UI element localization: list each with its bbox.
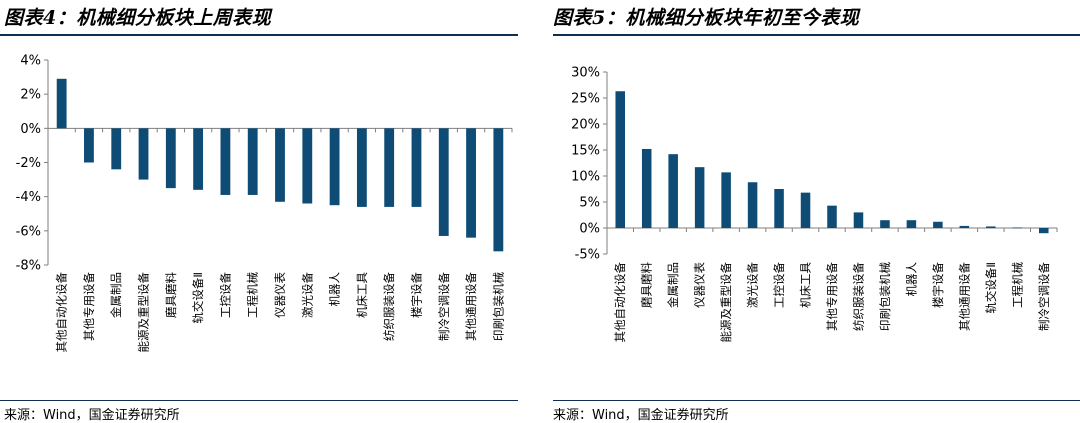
- left-bar: [138, 128, 149, 180]
- right-bar: [615, 91, 625, 228]
- left-bar: [329, 128, 340, 206]
- right-category-label: 纺织服装设备: [851, 262, 865, 331]
- right-y-tick-label: -5%: [575, 248, 600, 263]
- left-category-label: 其他通用设备: [464, 272, 478, 341]
- right-bar: [880, 220, 890, 228]
- right-source-note: 来源：Wind，国金证券研究所: [553, 408, 729, 423]
- left-category-label: 金属制品: [109, 272, 123, 318]
- right-bar: [668, 154, 678, 228]
- right-category-label: 印刷包装机械: [878, 262, 892, 331]
- right-category-label: 其他自动化设备: [613, 262, 627, 343]
- left-bar: [84, 128, 94, 163]
- left-bar: [247, 128, 258, 195]
- right-category-label: 其他专用设备: [825, 262, 839, 331]
- left-category-label: 轨交设备Ⅱ: [191, 272, 205, 324]
- left-source-note: 来源：Wind，国金证券研究所: [4, 408, 180, 423]
- left-category-label: 制冷空调设备: [437, 272, 451, 341]
- left-y-tick-label: 4%: [20, 54, 41, 69]
- right-category-label: 仪器仪表: [693, 262, 707, 308]
- left-bar: [302, 128, 313, 204]
- left-category-label: 能源及重型设备: [137, 272, 151, 353]
- right-bar: [694, 167, 705, 228]
- right-bar: [933, 221, 943, 228]
- left-category-label: 印刷包装机械: [491, 272, 505, 341]
- left-category-label: 其他自动化设备: [55, 272, 69, 353]
- right-y-tick-label: 20%: [571, 118, 600, 133]
- right-bar: [1039, 228, 1049, 234]
- left-category-label: 其他专用设备: [82, 272, 96, 341]
- left-y-tick-label: 2%: [20, 88, 41, 103]
- left-category-label: 磨具磨料: [164, 272, 178, 318]
- right-category-label: 工程机械: [1010, 262, 1024, 308]
- right-y-tick-label: 10%: [571, 170, 600, 185]
- left-category-label: 激光设备: [300, 272, 314, 318]
- right-category-label: 能源及重型设备: [719, 262, 733, 343]
- left-category-label: 仪器仪表: [273, 272, 287, 318]
- left-category-label: 纺织服装设备: [382, 272, 396, 341]
- right-bar: [747, 182, 758, 228]
- right-category-label: 轨交设备Ⅱ: [984, 262, 998, 314]
- right-y-tick-label: 30%: [571, 66, 600, 81]
- left-y-tick-label: 0%: [20, 122, 41, 137]
- right-bar: [641, 148, 652, 228]
- left-y-tick-label: -4%: [16, 190, 41, 205]
- left-title-rule: [0, 34, 518, 36]
- right-category-label: 磨具磨料: [640, 262, 654, 308]
- right-bar: [721, 172, 731, 228]
- right-category-label: 激光设备: [746, 262, 760, 308]
- left-bar: [438, 128, 449, 236]
- right-bar: [827, 205, 837, 228]
- right-category-label: 楼宇设备: [931, 262, 945, 308]
- left-category-label: 机器人: [328, 272, 342, 307]
- right-bar: [800, 192, 811, 228]
- left-bar: [56, 78, 67, 129]
- left-category-label: 楼宇设备: [409, 272, 423, 318]
- left-y-tick-label: -6%: [16, 224, 41, 239]
- left-category-label: 机床工具: [355, 272, 369, 318]
- right-bar-chart: 30% 25% 20% 15% 10% 5% 0% -5% 其他自动化设备 磨具磨料 金属制品 仪器仪…: [571, 66, 1058, 343]
- left-chart-title: 图表4：机械细分板块上周表现: [4, 7, 272, 29]
- left-y-tick-label: -8%: [16, 259, 41, 274]
- left-category-label: 工控设备: [218, 272, 232, 318]
- right-bar: [1012, 227, 1023, 229]
- right-chart-title: 图表5：机械细分板块年初至今表现: [553, 7, 860, 29]
- right-bar: [959, 225, 970, 228]
- right-bar: [774, 189, 784, 228]
- right-y-tick-label: 0%: [579, 222, 600, 237]
- right-category-label: 制冷空调设备: [1037, 262, 1051, 331]
- right-footer-rule: [553, 400, 1080, 401]
- right-y-tick-label: 5%: [579, 196, 600, 211]
- left-bar: [466, 128, 476, 238]
- left-y-tick-label: -2%: [16, 156, 41, 171]
- right-y-tick-label: 15%: [571, 144, 600, 159]
- left-category-label: 工程机械: [246, 272, 260, 318]
- right-category-label: 金属制品: [666, 262, 680, 308]
- left-bar: [193, 128, 204, 190]
- left-bar: [384, 128, 395, 207]
- right-category-label: 机器人: [904, 262, 918, 297]
- left-bar: [220, 128, 231, 195]
- right-category-label: 工控设备: [772, 262, 786, 308]
- right-category-label: 机床工具: [799, 262, 813, 308]
- left-bar-chart: 4% 2% 0% -2% -4% -6% -8% 其他自动化设备 其他专用设备 金属制品 能源及重型…: [16, 54, 513, 353]
- right-bar: [986, 226, 996, 228]
- right-bar: [906, 220, 917, 228]
- left-bar: [493, 128, 504, 252]
- left-bar: [411, 128, 422, 207]
- left-bar: [111, 128, 122, 170]
- right-y-tick-label: 25%: [571, 92, 600, 107]
- right-title-rule: [553, 34, 1080, 36]
- left-bar: [356, 128, 367, 207]
- right-category-label: 其他通用设备: [957, 262, 971, 331]
- left-bar: [165, 128, 176, 189]
- left-footer-rule: [0, 400, 518, 401]
- right-bar: [853, 212, 864, 228]
- left-bar: [275, 128, 285, 202]
